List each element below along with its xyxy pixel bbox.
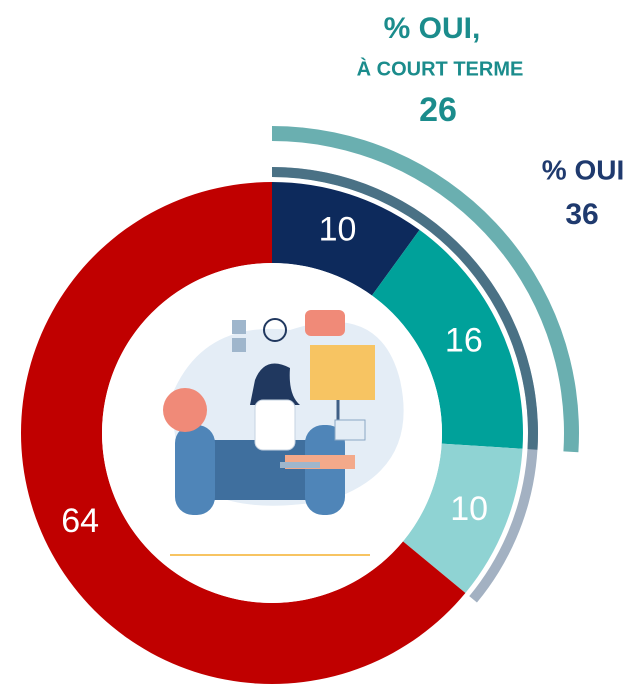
data-label: 10 [319,210,357,248]
annotation-label: % OUI, [384,12,481,45]
donut-segment [371,229,523,449]
data-label: 64 [61,502,99,540]
annotation-label: % OUI [542,154,624,185]
annotation-value: 26 [419,91,457,129]
rings [20,126,579,684]
data-label: 10 [450,490,488,528]
donut-segment [402,443,523,593]
data-label: 16 [445,322,483,360]
annotation-sublabel: À COURT TERME [357,57,524,80]
center-illustration [102,263,442,603]
annotation-value: 36 [565,198,598,231]
donut-segment [20,182,466,684]
donut-segment [272,182,420,296]
